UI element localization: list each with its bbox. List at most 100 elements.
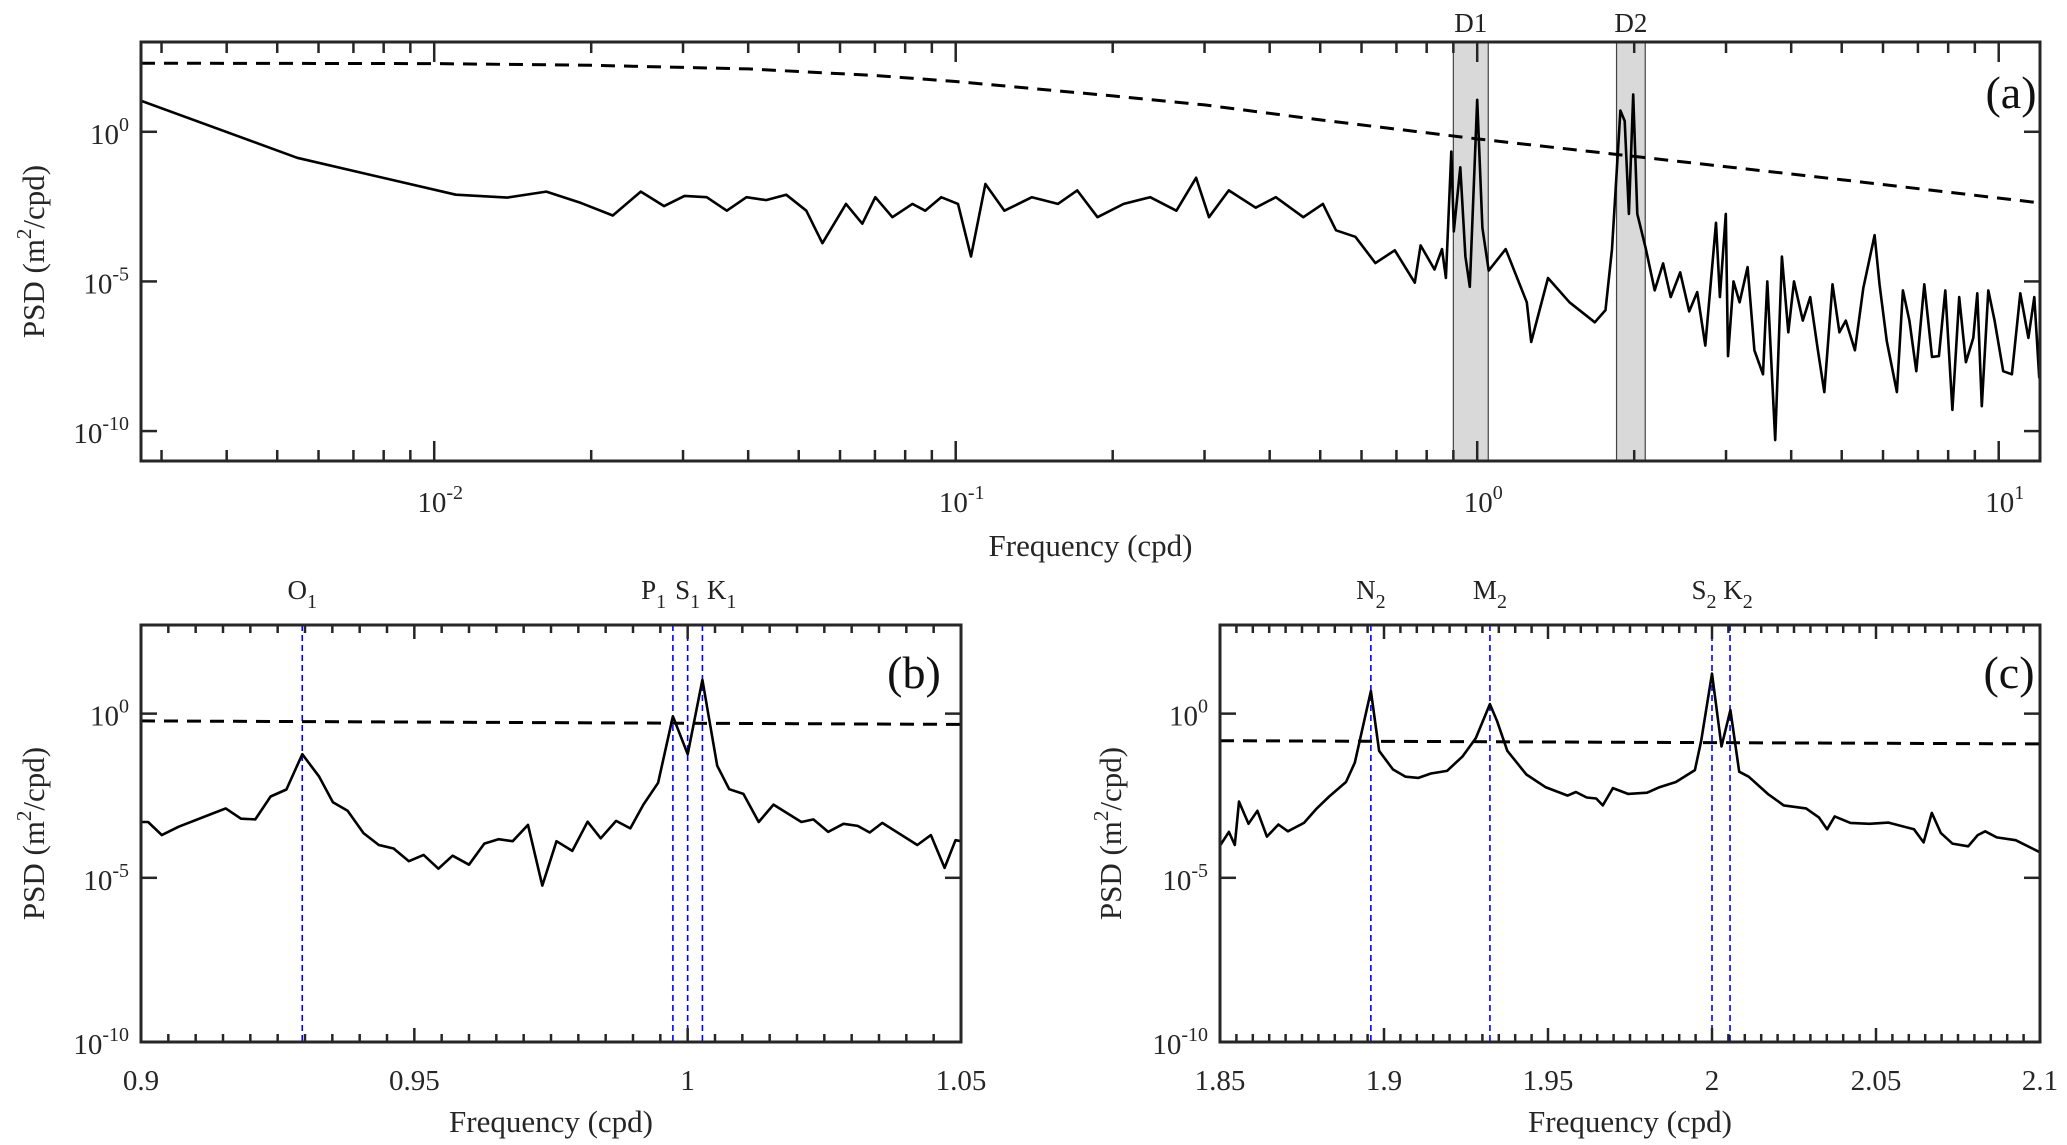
x-tick-label: 2.1 <box>2022 1065 2058 1097</box>
constituent-name: K <box>707 575 727 605</box>
y-axis-label: PSD (m2/cpd) <box>12 747 51 920</box>
x-tick-label: 100 <box>1464 482 1503 519</box>
y-tick-label: 10-10 <box>1152 1024 1208 1061</box>
y-label-text: PSD (m <box>16 239 51 338</box>
dashed-reference-line <box>1220 739 2040 746</box>
tick-label-exponent: -10 <box>102 413 129 435</box>
constituent-name: S <box>1692 575 1707 605</box>
tick-label-exponent: -5 <box>112 263 129 285</box>
constituent-name: O <box>288 575 308 605</box>
axes-box <box>139 40 2042 463</box>
x-tick-label: 1.05 <box>936 1065 987 1097</box>
psd-line <box>141 678 961 887</box>
y-label-superscript: 2 <box>1089 811 1113 822</box>
plot-area <box>141 625 961 1042</box>
x-tick-label: 10-1 <box>939 482 985 519</box>
x-tick-label: 1 <box>680 1065 695 1097</box>
tick-label-exponent: -10 <box>1181 1024 1208 1046</box>
tick-label-base: 10 <box>1169 701 1198 733</box>
x-tick-label: 10-2 <box>417 482 463 519</box>
constituent-name: K <box>1723 575 1743 605</box>
tick-label-base: 10 <box>1464 487 1493 519</box>
y-tick-label: 100 <box>1169 696 1208 733</box>
constituent-subscript: 1 <box>690 591 700 613</box>
panel-b-diurnal-band: O1 P1 S1 K10.9 0.95 1 1.0510-1010-5100Frequenc… <box>12 575 986 1139</box>
constituent-subscript: 2 <box>1376 591 1386 613</box>
panel-c-semidiurnal-band: N2 M2 S2 K21.85 1.9 1.95 2 2.05 2.110-1010-5100F… <box>1089 575 2058 1139</box>
x-tick-label: 1.9 <box>1366 1065 1402 1097</box>
x-tick-label: 101 <box>1985 482 2024 519</box>
band-label-d2: D2 <box>1614 8 1647 38</box>
constituent-name: N <box>1356 575 1376 605</box>
psd-line <box>1220 672 2040 854</box>
x-ticks <box>139 625 963 1042</box>
plot-area <box>141 42 2040 461</box>
x-tick-label: 1.95 <box>1523 1065 1574 1097</box>
y-tick-label: 10-5 <box>83 860 129 897</box>
x-tick-label: 1.85 <box>1195 1065 1246 1097</box>
tick-label-exponent: -1 <box>968 482 985 504</box>
tick-label-exponent: -10 <box>102 1024 129 1046</box>
tick-label-base: 10 <box>83 865 112 897</box>
band-d2 <box>1615 42 1646 461</box>
tick-label-base: 10 <box>939 487 968 519</box>
x-axis-label: Frequency (cpd) <box>449 1104 653 1139</box>
axes-box <box>139 623 963 1044</box>
y-label-text: PSD (m <box>16 821 51 920</box>
constituent-label-o1: O1 <box>288 575 318 613</box>
y-label-text: /cpd) <box>1093 747 1128 811</box>
tick-label-base: 10 <box>1162 865 1191 897</box>
dashed-reference-line <box>141 719 961 726</box>
tick-label-exponent: -5 <box>112 860 129 882</box>
tick-label-base: 10 <box>417 487 446 519</box>
panel-letter: (c) <box>1983 647 2034 698</box>
x-ticks <box>1218 625 2042 1042</box>
tick-label-base: 10 <box>73 418 102 450</box>
constituent-label-s2: S2 <box>1692 575 1717 613</box>
band-label-d1: D1 <box>1454 8 1487 38</box>
tick-label-base: 10 <box>73 1029 102 1061</box>
y-ticks <box>141 130 2040 433</box>
panel-letter: (b) <box>887 647 941 698</box>
constituent-subscript: 1 <box>307 591 317 613</box>
tick-label-exponent: -5 <box>1191 860 1208 882</box>
y-tick-label: 100 <box>90 114 129 151</box>
tick-label-exponent: 0 <box>119 114 129 136</box>
x-tick-label: 0.9 <box>123 1065 159 1097</box>
x-axis-label: Frequency (cpd) <box>1528 1104 1732 1139</box>
constituent-subscript: 2 <box>1497 591 1507 613</box>
x-axis-label: Frequency (cpd) <box>989 528 1193 563</box>
constituent-subscript: 1 <box>656 591 666 613</box>
tick-label-exponent: 0 <box>119 696 129 718</box>
y-tick-label: 100 <box>90 696 129 733</box>
constituent-label-s1: S1 <box>675 575 700 613</box>
constituent-label-p1: P1 <box>641 575 666 613</box>
y-axis-label: PSD (m2/cpd) <box>12 165 51 338</box>
constituent-subscript: 2 <box>1743 591 1753 613</box>
x-ticks <box>160 42 2000 461</box>
constituent-subscript: 1 <box>726 591 736 613</box>
y-label-superscript: 2 <box>12 811 36 822</box>
constituent-label-k1: K1 <box>707 575 737 613</box>
plot-area <box>1220 625 2040 1042</box>
y-label-text: /cpd) <box>16 747 51 811</box>
constituent-label-n2: N2 <box>1356 575 1386 613</box>
y-label-superscript: 2 <box>12 229 36 240</box>
x-tick-label: 2 <box>1705 1065 1720 1097</box>
constituent-name: S <box>675 575 690 605</box>
psd-line <box>141 93 2040 442</box>
tick-label-exponent: 0 <box>1198 696 1208 718</box>
tick-label-exponent: -2 <box>446 482 463 504</box>
y-label-text: PSD (m <box>1093 821 1128 920</box>
constituent-label-m2: M2 <box>1473 575 1507 613</box>
y-tick-label: 10-10 <box>73 1024 129 1061</box>
x-tick-label: 0.95 <box>389 1065 440 1097</box>
constituent-name: P <box>641 575 656 605</box>
y-tick-label: 10-5 <box>1162 860 1208 897</box>
tick-label-base: 10 <box>1985 487 2014 519</box>
tick-label-exponent: 1 <box>2014 482 2024 504</box>
constituent-subscript: 2 <box>1707 591 1717 613</box>
y-tick-label: 10-5 <box>83 263 129 300</box>
